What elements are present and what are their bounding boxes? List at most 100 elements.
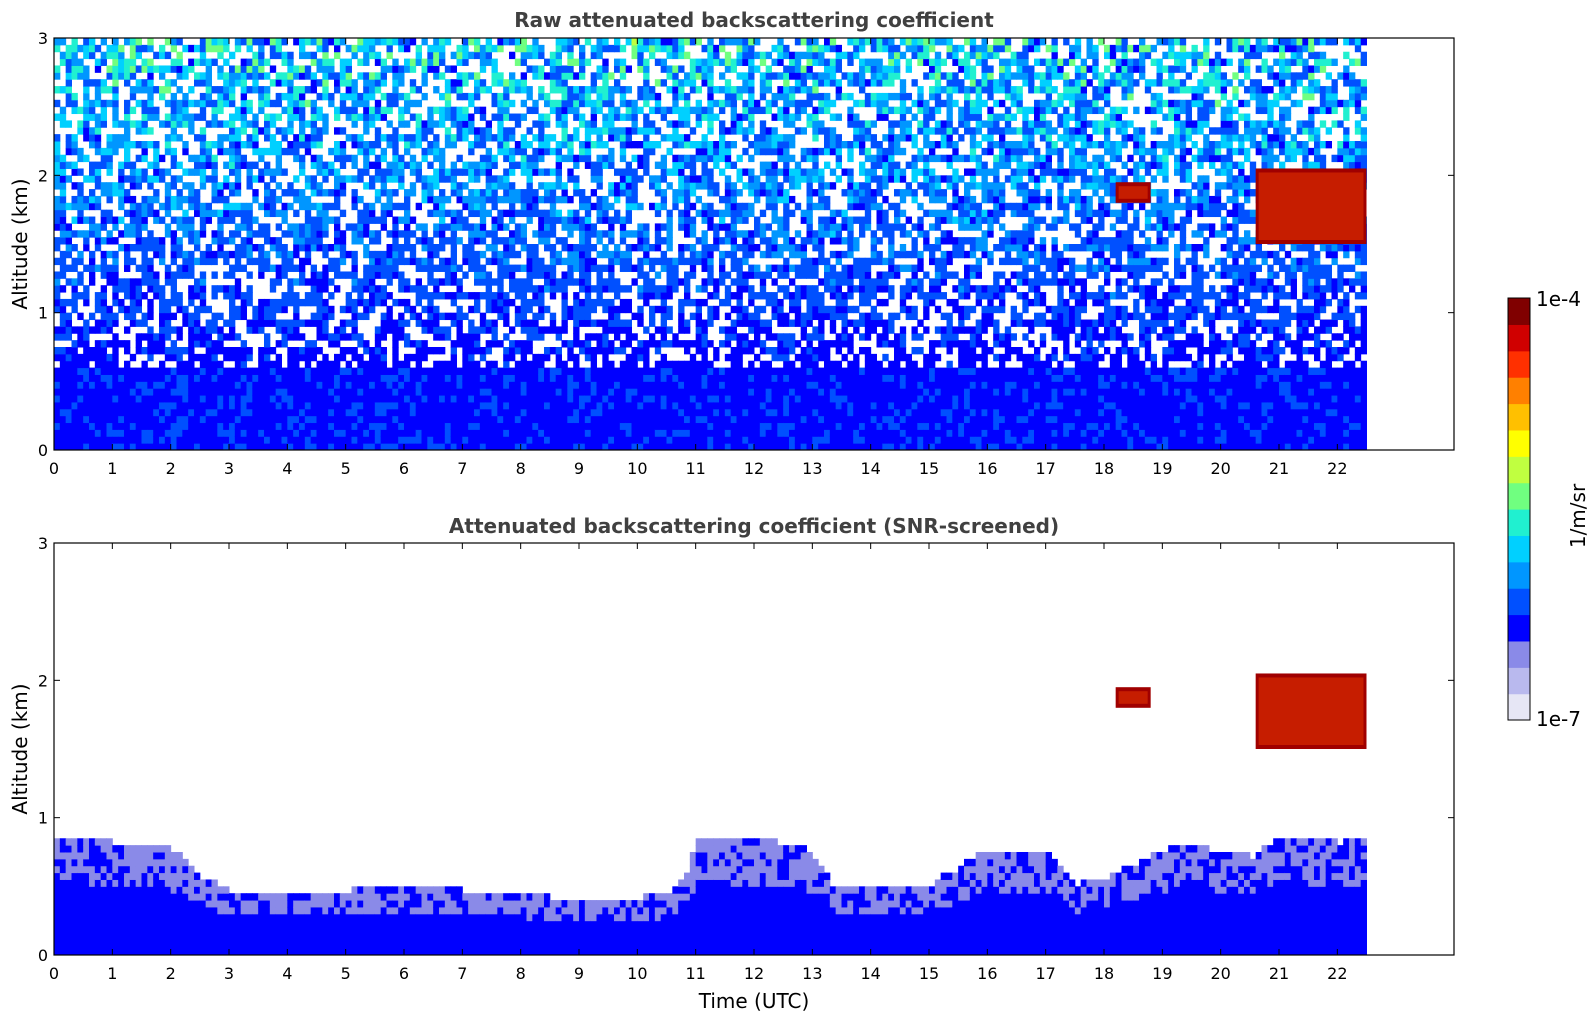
backscatter-cell — [211, 312, 218, 321]
backscatter-cell — [252, 195, 259, 204]
backscatter-cell — [468, 360, 475, 369]
backscatter-cell — [409, 230, 417, 238]
backscatter-cell — [106, 271, 113, 279]
backscatter-cell — [258, 99, 265, 108]
backscatter-cell — [159, 381, 166, 389]
backscatter-cell — [404, 209, 411, 218]
backscatter-cell — [316, 312, 323, 321]
backscatter-cell — [339, 422, 347, 430]
backscatter-cell — [363, 305, 370, 314]
backscatter-cell — [649, 422, 656, 430]
backscatter-cell — [421, 79, 428, 87]
backscatter-cell — [199, 278, 207, 286]
backscatter-cell — [54, 182, 61, 190]
backscatter-cell — [474, 443, 481, 451]
backscatter-cell — [299, 161, 306, 169]
backscatter-cell — [124, 189, 131, 197]
backscatter-cell — [77, 168, 84, 176]
backscatter-cell — [485, 195, 492, 204]
backscatter-cell — [701, 72, 708, 80]
backscatter-cell — [71, 367, 78, 375]
backscatter-cell — [322, 333, 329, 341]
backscatter-cell — [602, 443, 609, 451]
backscatter-cell — [59, 120, 67, 128]
backscatter-cell — [479, 347, 487, 355]
backscatter-cell — [450, 292, 457, 300]
backscatter-cell — [660, 65, 667, 73]
backscatter-cell — [584, 415, 592, 424]
backscatter-cell — [293, 374, 300, 382]
backscatter-cell — [491, 388, 498, 396]
backscatter-cell — [240, 92, 247, 101]
backscatter-cell — [660, 429, 667, 437]
backscatter-cell — [503, 189, 510, 197]
backscatter-cell — [345, 250, 352, 259]
backscatter-cell — [433, 86, 440, 94]
backscatter-cell — [468, 347, 475, 355]
backscatter-cell — [258, 374, 265, 382]
backscatter-cell — [217, 381, 224, 389]
backscatter-cell — [374, 189, 382, 197]
backscatter-cell — [135, 175, 142, 183]
backscatter-cell — [724, 285, 732, 293]
backscatter-cell — [619, 367, 627, 375]
backscatter-cell — [684, 216, 691, 224]
backscatter-cell — [182, 44, 189, 53]
backscatter-cell — [147, 230, 154, 238]
backscatter-cell — [275, 422, 282, 430]
backscatter-cell — [275, 415, 282, 424]
backscatter-cell — [287, 72, 294, 80]
backscatter-cell — [322, 189, 329, 197]
backscatter-cell — [351, 326, 358, 334]
backscatter-cell — [205, 367, 212, 375]
backscatter-cell — [602, 195, 609, 204]
backscatter-cell — [421, 429, 428, 437]
backscatter-cell — [334, 271, 341, 279]
backscatter-cell — [94, 223, 102, 231]
backscatter-cell — [147, 264, 154, 272]
backscatter-cell — [689, 175, 697, 183]
backscatter-cell — [602, 326, 609, 334]
backscatter-cell — [485, 58, 492, 66]
backscatter-cell — [602, 65, 609, 73]
backscatter-cell — [724, 388, 732, 396]
backscatter-cell — [719, 99, 726, 108]
backscatter-cell — [246, 134, 253, 142]
backscatter-cell — [520, 429, 527, 437]
backscatter-cell — [398, 65, 405, 73]
backscatter-cell — [188, 333, 195, 341]
backscatter-cell — [456, 120, 463, 128]
backscatter-cell — [357, 209, 364, 218]
backscatter-cell — [153, 154, 160, 163]
backscatter-cell — [287, 106, 294, 115]
backscatter-cell — [450, 250, 457, 259]
backscatter-cell — [619, 127, 627, 135]
backscatter-cell — [54, 134, 61, 142]
backscatter-cell — [100, 367, 107, 375]
backscatter-cell — [240, 401, 247, 410]
backscatter-cell — [456, 264, 463, 272]
backscatter-cell — [374, 292, 382, 300]
backscatter-cell — [719, 436, 726, 444]
backscatter-cell — [229, 141, 236, 149]
backscatter-cell — [724, 401, 732, 410]
backscatter-cell — [252, 141, 259, 149]
backscatter-cell — [94, 340, 102, 348]
backscatter-cell — [555, 237, 562, 245]
backscatter-cell — [631, 347, 638, 355]
backscatter-cell — [164, 195, 172, 204]
backscatter-cell — [666, 216, 673, 224]
backscatter-cell — [474, 161, 481, 169]
backscatter-cell — [287, 278, 294, 286]
backscatter-cell — [724, 250, 732, 259]
backscatter-cell — [112, 189, 119, 197]
backscatter-cell — [293, 292, 300, 300]
backscatter-cell — [468, 237, 475, 245]
backscatter-cell — [439, 312, 446, 321]
backscatter-cell — [304, 278, 312, 286]
backscatter-cell — [561, 182, 568, 190]
backscatter-cell — [625, 395, 632, 403]
backscatter-cell — [450, 141, 457, 149]
backscatter-cell — [141, 223, 148, 231]
backscatter-cell — [439, 347, 446, 355]
